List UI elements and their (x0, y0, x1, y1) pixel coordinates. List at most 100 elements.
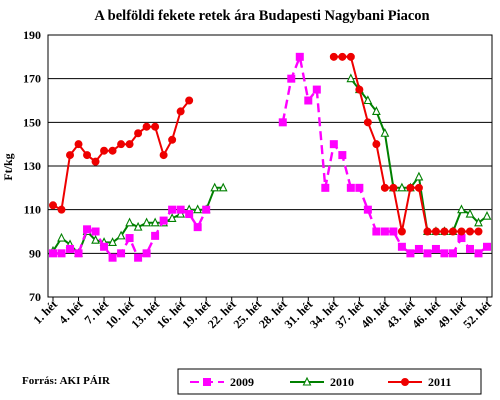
data-point (57, 249, 66, 258)
data-point (329, 52, 338, 61)
data-point (482, 210, 492, 220)
data-point (423, 227, 432, 236)
y-axis-label: Ft/kg (1, 153, 15, 180)
legend-label: 2011 (428, 375, 451, 389)
data-point (167, 213, 177, 222)
data-point (355, 183, 364, 192)
chart-title: A belföldi fekete retek ára Budapesti Na… (94, 8, 429, 24)
data-point (457, 234, 466, 243)
x-tick-label: 28. hét (256, 297, 290, 331)
x-tick-label: 22. hét (205, 297, 239, 331)
data-point (74, 140, 83, 149)
data-point (176, 107, 185, 116)
data-point (406, 183, 415, 192)
data-point (193, 204, 203, 214)
data-point (176, 205, 185, 214)
data-point (66, 244, 75, 253)
data-point (329, 140, 338, 149)
data-point (142, 217, 151, 227)
data-point (100, 146, 109, 155)
data-point (108, 253, 117, 262)
data-point (457, 204, 466, 214)
data-point (372, 140, 381, 149)
series-2009 (49, 52, 491, 262)
data-point (355, 85, 364, 94)
data-point (134, 129, 143, 138)
x-tick-label: 25. hét (230, 297, 264, 331)
plot-frame (47, 34, 493, 298)
data-point (474, 217, 483, 227)
series-line (52, 186, 224, 255)
data-point (278, 118, 287, 127)
data-point (193, 223, 202, 232)
x-tick-label: 16. hét (154, 297, 188, 331)
data-point (465, 244, 474, 253)
data-point (83, 225, 92, 234)
data-point (117, 140, 126, 149)
data-point (465, 208, 475, 218)
data-point (91, 227, 100, 236)
data-point (83, 151, 92, 160)
data-point (431, 244, 440, 253)
data-point (338, 151, 347, 160)
data-point (287, 74, 296, 83)
data-point (159, 151, 168, 160)
source-note: Forrás: AKI PÁIR (22, 375, 111, 387)
legend-box (177, 368, 482, 395)
data-point (406, 249, 415, 258)
data-point (346, 73, 356, 83)
data-point (371, 106, 381, 115)
data-point (185, 210, 194, 219)
data-point (117, 249, 126, 258)
data-point (440, 227, 449, 236)
data-point (380, 183, 389, 192)
data-point (474, 249, 483, 258)
data-point (338, 52, 347, 61)
data-point (304, 96, 313, 105)
series-line (333, 55, 479, 233)
data-point (414, 183, 423, 192)
legend: 2009 2010 2011 (177, 368, 482, 395)
data-point (346, 52, 355, 61)
data-point (142, 122, 151, 131)
data-point (302, 376, 312, 386)
data-point (125, 140, 134, 149)
data-point (159, 216, 168, 225)
data-point (134, 253, 143, 262)
y-tick-label: 70 (29, 290, 41, 304)
data-point (168, 135, 177, 144)
data-point (483, 242, 491, 251)
data-point (431, 227, 440, 236)
data-point (100, 242, 109, 251)
data-point (448, 249, 457, 258)
data-point (210, 182, 220, 192)
data-point (346, 183, 355, 192)
data-point (448, 227, 457, 236)
data-point (74, 249, 83, 258)
data-point (423, 249, 432, 258)
data-point (57, 232, 66, 242)
data-point (202, 205, 211, 214)
data-point (414, 171, 424, 181)
data-point (142, 249, 151, 258)
y-tick-label: 190 (23, 28, 41, 42)
data-point (440, 249, 449, 258)
data-point (125, 217, 134, 227)
x-tick-label: 37. hét (333, 297, 367, 331)
x-tick-label: 46. hét (409, 297, 443, 331)
data-point (218, 182, 228, 192)
data-point (380, 227, 389, 236)
data-point (389, 227, 398, 236)
data-point (116, 230, 126, 240)
y-tick-label: 90 (29, 246, 41, 260)
y-tick-label: 170 (23, 72, 41, 86)
data-point (372, 227, 381, 236)
data-point (401, 378, 409, 386)
data-point (321, 183, 330, 192)
data-point (363, 205, 372, 214)
data-point (91, 157, 100, 166)
legend-label: 2009 (230, 375, 254, 389)
x-tick-label: 19. hét (179, 297, 213, 331)
legend-label: 2010 (330, 375, 354, 389)
